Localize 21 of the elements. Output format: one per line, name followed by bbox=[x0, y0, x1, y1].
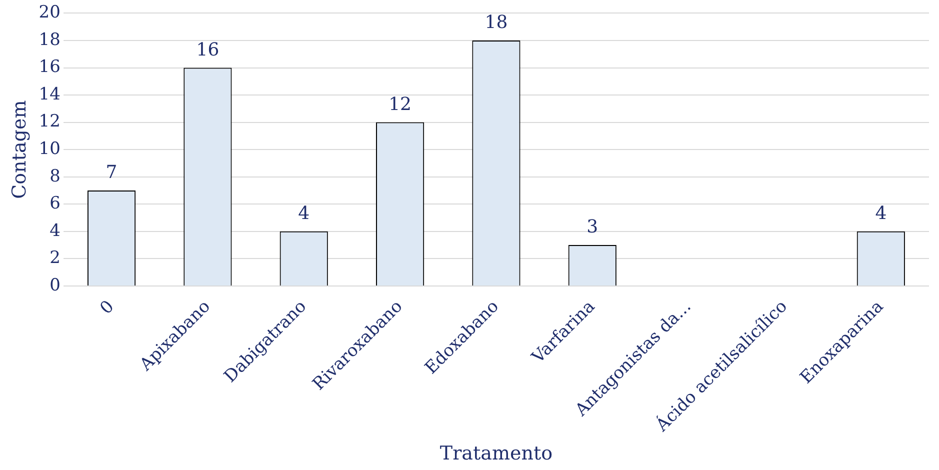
data-label: 3 bbox=[586, 216, 598, 238]
x-tick-label: 0 bbox=[96, 296, 118, 318]
y-tick-label: 2 bbox=[50, 248, 60, 268]
y-tick-label: 12 bbox=[38, 112, 60, 132]
y-tick-label: 16 bbox=[38, 57, 60, 78]
y-tick-label: 20 bbox=[38, 2, 60, 23]
data-label: 4 bbox=[875, 203, 887, 224]
data-label: 16 bbox=[196, 39, 220, 60]
y-tick-label: 0 bbox=[50, 275, 60, 296]
y-tick-label: 4 bbox=[50, 220, 60, 241]
y-tick-label: 10 bbox=[38, 139, 60, 160]
data-label: 12 bbox=[388, 94, 412, 115]
x-axis-title: Tratamento bbox=[440, 442, 553, 465]
y-tick-label: 14 bbox=[38, 84, 60, 104]
y-tick-label: 8 bbox=[50, 166, 60, 186]
data-label: 7 bbox=[106, 162, 118, 184]
y-tick-label: 6 bbox=[50, 194, 60, 214]
y-axis-title: Contagem bbox=[8, 100, 30, 199]
data-label: 18 bbox=[484, 12, 508, 34]
y-tick-label: 18 bbox=[38, 30, 60, 50]
data-label: 4 bbox=[298, 203, 310, 224]
